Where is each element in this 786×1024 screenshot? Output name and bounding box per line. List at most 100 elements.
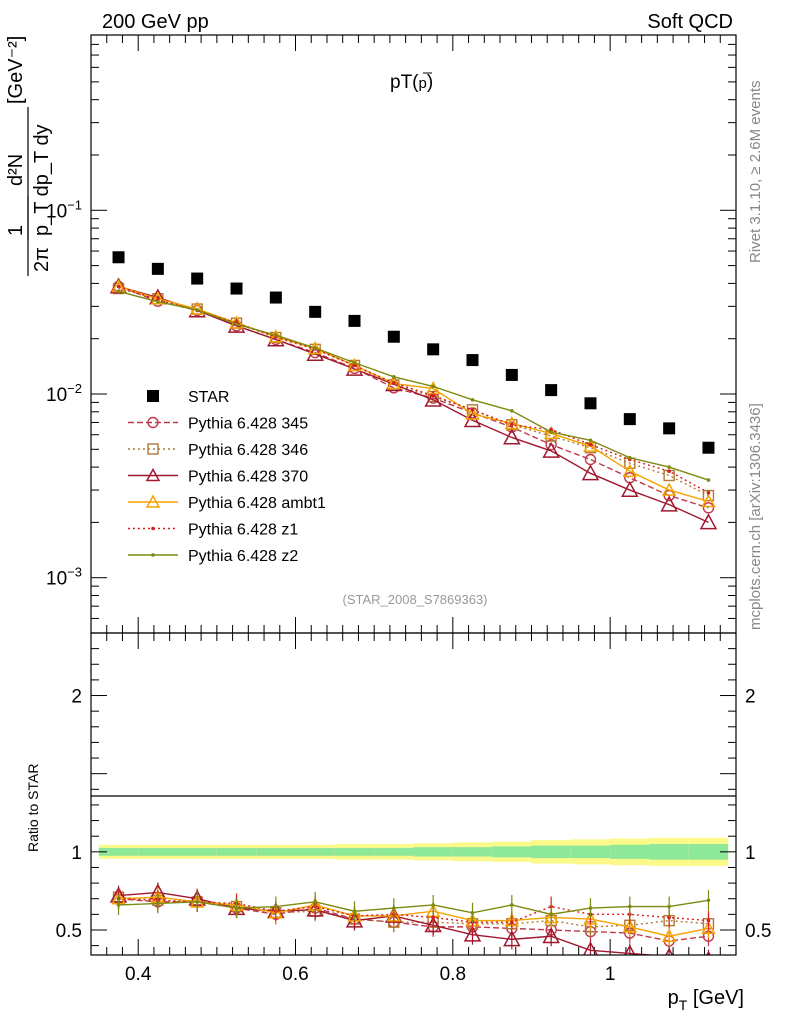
ratio-point: [667, 904, 671, 909]
data-point: [545, 438, 557, 451]
ratio-point: [588, 906, 593, 910]
ratio-point: [542, 927, 560, 944]
data-point: [195, 308, 199, 312]
ratio-point: [470, 910, 475, 915]
data-point: [269, 291, 282, 304]
ratio-band-inner: [334, 847, 375, 856]
ratio-point: [628, 904, 632, 909]
ratio-y-axis-label: Ratio to STAR: [25, 764, 41, 852]
legend-marker: [147, 390, 159, 402]
legend-item: Pythia 6.428 346: [128, 442, 308, 459]
legend-label: Pythia 6.428 346: [188, 442, 308, 459]
data-point: [347, 357, 362, 372]
data-point: [234, 322, 239, 326]
y-tick-label-main: 10−3: [46, 565, 82, 590]
data-point: [667, 469, 671, 473]
data-point: [702, 441, 715, 454]
data-point: [706, 490, 711, 495]
data-point: [660, 495, 678, 512]
y-tick-label-ratio: 0.5: [56, 921, 82, 942]
data-point: [116, 289, 121, 294]
ratio-band-inner: [570, 845, 611, 859]
data-point: [150, 291, 166, 305]
data-point: [424, 390, 442, 407]
y-tick-label-ratio: 2: [71, 687, 82, 708]
data-point: [392, 381, 396, 385]
data-point: [387, 330, 400, 343]
data-point: [702, 502, 715, 514]
svg-text:2π: 2π: [31, 247, 53, 272]
mcplots-label: mcplots.cern.ch [arXiv:1306.3436]: [747, 403, 764, 630]
ratio-series-pythia-6-428-346: [112, 887, 715, 937]
data-point: [505, 368, 518, 381]
data-point: [584, 442, 597, 454]
series-star: [112, 251, 715, 454]
ratio-point: [463, 925, 482, 942]
svg-text:d²N: d²N: [5, 154, 27, 186]
data-point: [191, 272, 204, 285]
reference-annotation: (STAR_2008_S7869363): [342, 592, 487, 607]
data-point: [510, 422, 514, 427]
data-point: [623, 413, 636, 426]
header-right: Soft QCD: [647, 11, 733, 33]
ratio-band-inner: [374, 847, 414, 856]
data-point: [549, 427, 553, 432]
data-point: [622, 463, 638, 477]
main-y-axis-label: 1 2π d²N p_T dp_T dy [GeV⁻²]: [5, 36, 53, 276]
ratio-frame: [90, 632, 737, 956]
data-point: [504, 416, 520, 430]
legend-item: STAR: [147, 389, 229, 406]
y-tick-label-ratio: 2: [745, 687, 756, 708]
data-point: [545, 384, 558, 397]
svg-text:1: 1: [5, 225, 27, 236]
svg-text:pT(p): pT(p): [390, 72, 433, 93]
data-point: [352, 360, 357, 365]
ratio-point: [510, 920, 514, 924]
ratio-series-pythia-6-428-345: [112, 888, 715, 951]
data-point: [116, 284, 121, 289]
y-tick-label-main: 10−2: [46, 381, 82, 406]
ratio-point: [624, 944, 636, 955]
x-tick-label: 1: [605, 964, 616, 985]
header-left: 200 GeV pp: [102, 11, 209, 33]
data-point: [230, 282, 243, 295]
legend-item: Pythia 6.428 ambt1: [128, 494, 326, 512]
legend-label: Pythia 6.428 ambt1: [188, 495, 326, 512]
y-tick-label-ratio: 1: [745, 843, 756, 864]
ratio-line: [118, 898, 709, 942]
data-point: [348, 314, 361, 327]
data-point: [661, 482, 677, 496]
ratio-point: [503, 930, 521, 947]
data-point: [549, 430, 553, 434]
data-point: [466, 354, 479, 367]
data-point: [309, 305, 322, 318]
series-line: [118, 290, 709, 481]
data-point: [702, 489, 715, 502]
series-pythia-6-428-ambt1: [111, 278, 716, 508]
ratio-point: [622, 919, 638, 933]
data-point: [581, 464, 600, 481]
ratio-band-inner: [452, 847, 493, 857]
legend-item: Pythia 6.428 370: [128, 467, 308, 486]
x-tick-label: 0.4: [125, 964, 152, 985]
data-point: [510, 409, 514, 413]
data-point: [151, 262, 164, 275]
series-line: [118, 287, 709, 497]
legend-marker: [151, 553, 155, 557]
data-point: [470, 408, 475, 412]
data-point: [542, 441, 560, 458]
data-point: [352, 363, 357, 368]
ratio-band-inner: [413, 847, 453, 857]
legend-item: Pythia 6.428 z1: [128, 522, 298, 539]
legend-marker: [147, 416, 159, 429]
legend-label: Pythia 6.428 z2: [188, 548, 298, 565]
data-point: [628, 455, 632, 460]
y-tick-label-ratio: 0.5: [745, 921, 771, 942]
ratio-series-pythia-6-428-z2: [116, 890, 711, 925]
legend-item: Pythia 6.428 z2: [128, 548, 298, 565]
svg-text:p_T dp_T dy: p_T dp_T dy: [31, 124, 53, 236]
data-point: [667, 465, 671, 469]
legend-item: Pythia 6.428 345: [128, 416, 308, 433]
legend-marker: [145, 494, 161, 508]
